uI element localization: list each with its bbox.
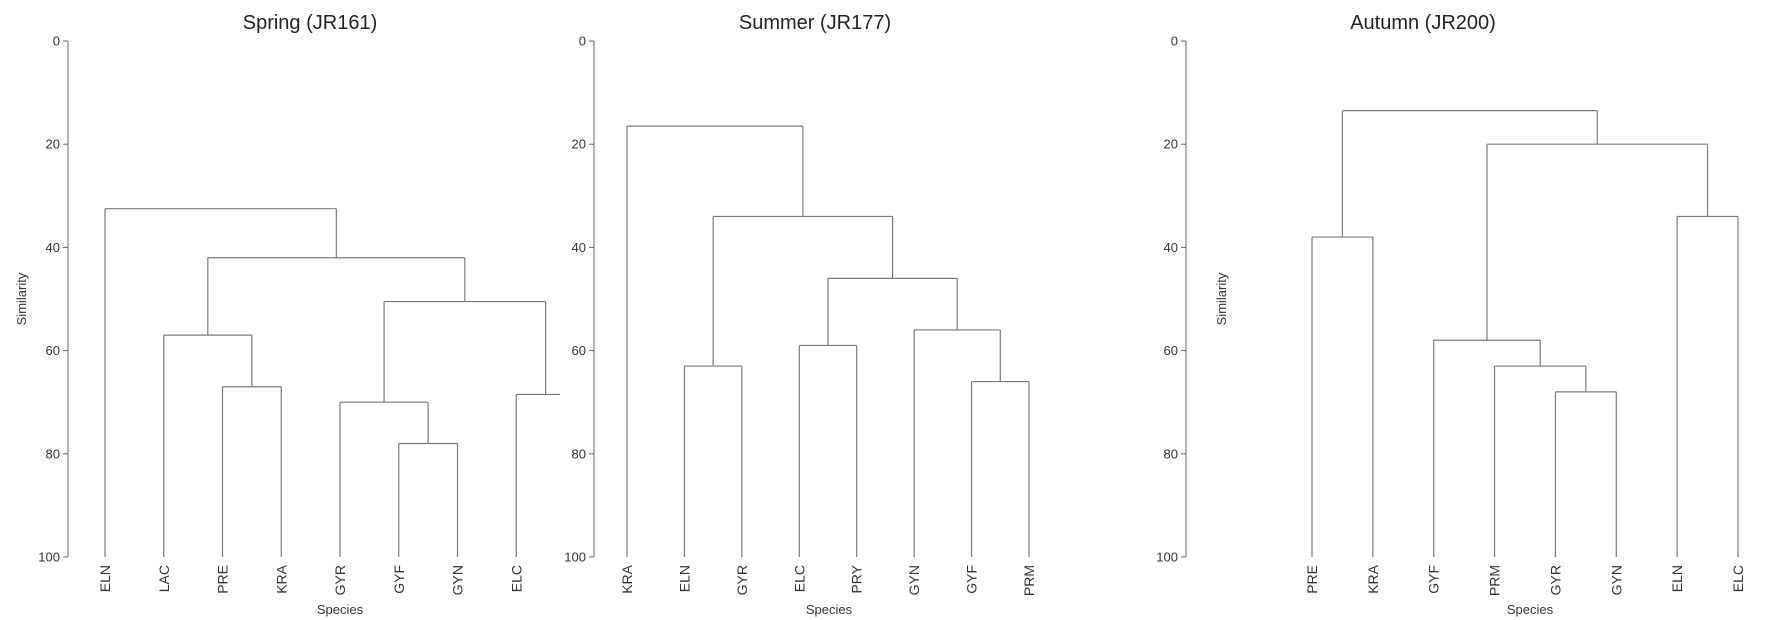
y-tick-label: 40 <box>572 240 586 255</box>
y-tick-label: 80 <box>572 446 586 461</box>
x-axis-label: Species <box>317 602 364 617</box>
leaf-label: GYF <box>1426 565 1442 594</box>
summer-panel: Summer (JR177)020406080100SimilaritySpec… <box>560 0 1120 620</box>
leaf-label: PRM <box>1021 565 1037 596</box>
leaf-label: GYR <box>1547 565 1563 595</box>
y-tick-label: 0 <box>53 34 60 49</box>
leaf-label: KRA <box>1365 564 1381 593</box>
leaf-label: ELN <box>97 565 113 592</box>
y-tick-label: 60 <box>46 343 60 358</box>
y-tick-label: 20 <box>572 137 586 152</box>
y-tick-label: 100 <box>38 550 60 565</box>
autumn-panel: Autumn (JR200) 0 20 40 60 80 100 Similarity Spec… <box>1120 0 1784 620</box>
y-axis-label: Similarity <box>1214 272 1229 325</box>
leaf-label: LAC <box>156 565 172 592</box>
leaf-label: GYN <box>450 565 466 595</box>
leaf-label: PRE <box>215 565 231 594</box>
y-tick-label: 40 <box>46 240 60 255</box>
chart-title: Autumn (JR200) <box>1350 12 1496 34</box>
leaf-label: GYN <box>906 565 922 595</box>
leaf-label: GYN <box>1608 565 1624 595</box>
leaf-label: ELC <box>791 565 807 592</box>
leaf-label: ELN <box>1669 565 1685 592</box>
y-tick-label: 100 <box>1156 550 1178 565</box>
chart-title: Summer (JR177) <box>739 12 891 34</box>
leaf-label: PRM <box>1487 565 1503 596</box>
y-tick-label: 60 <box>1164 343 1178 358</box>
autumn-dendrogram: Autumn (JR200) 0 20 40 60 80 100 Similarity Spec… <box>1156 12 1746 617</box>
leaf-label: ELN <box>676 565 692 592</box>
y-tick-label: 0 <box>579 34 586 49</box>
leaf-label: PRE <box>1304 565 1320 594</box>
leaf-label: GYF <box>964 565 980 594</box>
spring-dendrogram: Spring (JR161) 0 20 40 60 80 100 Similarity Spec… <box>14 12 560 617</box>
leaf-label: GYR <box>734 565 750 595</box>
y-tick-label: 40 <box>1164 240 1178 255</box>
y-tick-label: 0 <box>1171 34 1178 49</box>
y-tick-label: 60 <box>572 343 586 358</box>
leaf-label: ELC <box>1730 565 1746 592</box>
y-axis-label: Similarity <box>14 272 29 325</box>
x-axis-label: Species <box>806 602 853 617</box>
y-tick-label: 20 <box>46 137 60 152</box>
x-axis-label: Species <box>1507 602 1554 617</box>
y-tick-label: 80 <box>46 446 60 461</box>
leaf-label: GYR <box>332 565 348 595</box>
y-tick-label: 100 <box>564 550 586 565</box>
spring-panel: Spring (JR161) 0 20 40 60 80 100 Similarity Spec… <box>0 0 560 620</box>
summer-dendrogram: Summer (JR177)020406080100SimilaritySpec… <box>564 12 1037 617</box>
leaf-label: PRY <box>849 564 865 593</box>
leaf-label: ELC <box>508 565 524 592</box>
chart-title: Spring (JR161) <box>243 12 378 34</box>
leaf-label: KRA <box>273 564 289 593</box>
leaf-label: KRA <box>619 564 635 593</box>
y-tick-label: 80 <box>1164 446 1178 461</box>
y-tick-label: 20 <box>1164 137 1178 152</box>
leaf-label: GYF <box>391 565 407 594</box>
